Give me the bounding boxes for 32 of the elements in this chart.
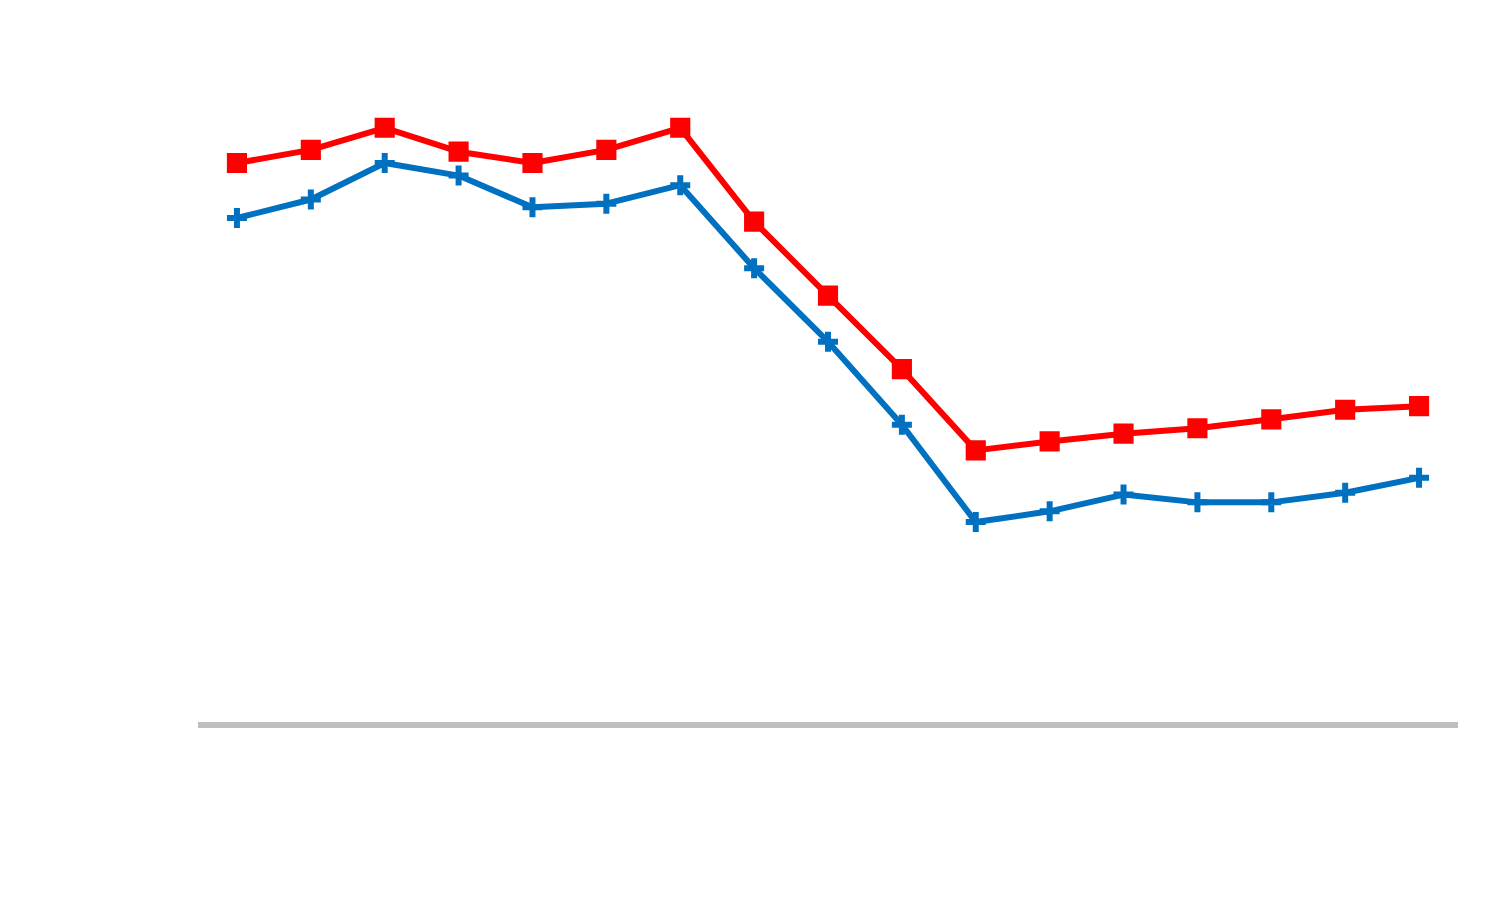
point [1110, 481, 1137, 508]
point [1036, 498, 1063, 525]
point [962, 509, 989, 536]
point [1113, 423, 1134, 444]
point [448, 141, 469, 162]
point [741, 255, 768, 282]
point [1335, 399, 1356, 420]
point [817, 285, 839, 306]
point [1332, 479, 1359, 506]
point [371, 150, 398, 177]
point [670, 117, 691, 138]
point [888, 411, 915, 438]
point [815, 328, 841, 355]
point [1187, 418, 1208, 439]
point [593, 190, 620, 217]
point [522, 152, 543, 174]
point [226, 152, 248, 174]
point [445, 162, 472, 189]
point [667, 172, 694, 199]
point [965, 440, 986, 461]
point [1184, 489, 1211, 516]
point [519, 194, 546, 221]
point [1408, 396, 1430, 417]
point [744, 211, 765, 232]
point [1258, 489, 1285, 516]
point [1261, 409, 1282, 430]
point [1039, 431, 1060, 452]
point [891, 359, 912, 380]
point [596, 139, 617, 160]
point [300, 139, 321, 160]
point [297, 186, 324, 213]
point [374, 117, 395, 138]
